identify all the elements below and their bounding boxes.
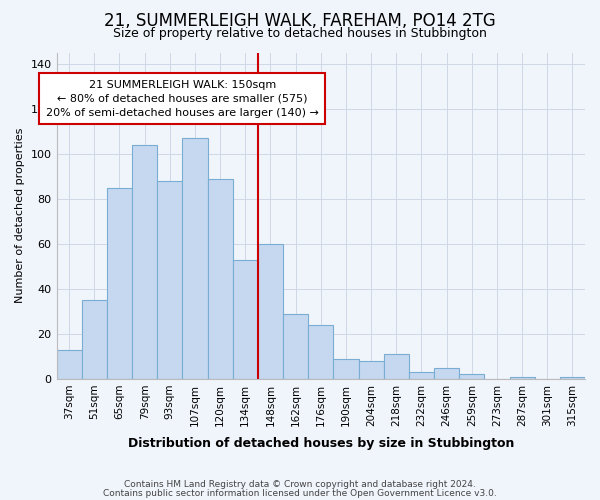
Bar <box>157 181 182 379</box>
Bar <box>208 178 233 379</box>
Bar <box>359 361 383 379</box>
Text: 21, SUMMERLEIGH WALK, FAREHAM, PO14 2TG: 21, SUMMERLEIGH WALK, FAREHAM, PO14 2TG <box>104 12 496 30</box>
Bar <box>383 354 409 379</box>
Bar <box>107 188 132 379</box>
Bar <box>56 350 82 379</box>
X-axis label: Distribution of detached houses by size in Stubbington: Distribution of detached houses by size … <box>128 437 514 450</box>
Bar <box>182 138 208 379</box>
Bar <box>258 244 283 379</box>
Text: 21 SUMMERLEIGH WALK: 150sqm
← 80% of detached houses are smaller (575)
20% of se: 21 SUMMERLEIGH WALK: 150sqm ← 80% of det… <box>46 80 319 118</box>
Bar <box>283 314 308 379</box>
Bar <box>82 300 107 379</box>
Bar <box>233 260 258 379</box>
Text: Contains HM Land Registry data © Crown copyright and database right 2024.: Contains HM Land Registry data © Crown c… <box>124 480 476 489</box>
Text: Size of property relative to detached houses in Stubbington: Size of property relative to detached ho… <box>113 28 487 40</box>
Bar <box>334 358 359 379</box>
Bar <box>409 372 434 379</box>
Bar <box>434 368 459 379</box>
Text: Contains public sector information licensed under the Open Government Licence v3: Contains public sector information licen… <box>103 488 497 498</box>
Bar <box>459 374 484 379</box>
Bar <box>509 376 535 379</box>
Bar <box>308 325 334 379</box>
Y-axis label: Number of detached properties: Number of detached properties <box>15 128 25 304</box>
Bar <box>132 145 157 379</box>
Bar <box>560 376 585 379</box>
